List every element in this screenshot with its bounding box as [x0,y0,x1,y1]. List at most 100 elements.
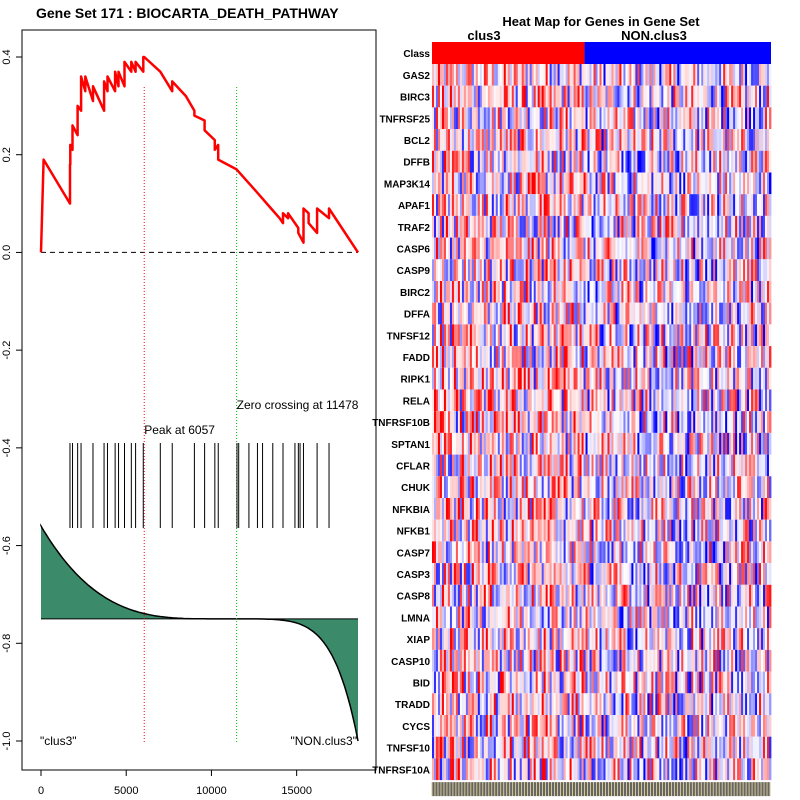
heatmap-cell [571,85,574,108]
heatmap-cell [539,389,543,412]
heatmap-cell [673,302,676,325]
heatmap-cell [535,606,539,629]
heatmap-cell [441,563,445,585]
heatmap-cell [655,649,658,672]
heatmap-cell [633,64,636,86]
heatmap-cell [621,649,624,672]
heatmap-cell [623,519,626,542]
heatmap-cell [579,346,582,368]
heatmap-cell [675,281,678,303]
heatmap-cell [657,563,660,585]
heatmap-cell [701,324,704,347]
heatmap-cell [765,215,768,238]
heatmap-cell [561,628,565,650]
heatmap-cell [531,606,535,629]
heatmap-cell [727,519,730,542]
heatmap-cell [631,237,634,260]
heatmap-cell [541,302,545,325]
heatmap-cell [755,172,758,195]
heatmap-cell [461,671,465,694]
heatmap-cell [591,649,594,672]
ranked-metric-area [40,523,359,742]
heatmap-cell [465,259,469,281]
heatmap-cell [443,498,447,520]
heatmap-cell [663,85,666,108]
heatmap-cell [439,259,443,281]
heatmap-cell [491,85,495,108]
heatmap-cell [529,324,533,347]
heatmap-cell [471,64,475,86]
heatmap-cell [737,649,740,672]
heatmap-cell [709,411,712,433]
heatmap-cell [465,172,469,195]
heatmap-cell [475,107,479,130]
heatmap-cell [761,215,764,238]
heatmap-cell [741,237,744,260]
heatmap-cell [617,454,620,477]
heatmap-cell [621,259,624,281]
heatmap-cell [611,498,614,520]
heatmap-cell [581,628,584,650]
heatmap-cell [693,649,696,672]
heatmap-cell [637,606,640,629]
heatmap-cell [689,64,692,86]
heatmap-cell [437,541,441,564]
heatmap-cell [517,454,521,477]
heatmap-cell [675,432,678,455]
heatmap-cell [439,215,443,238]
heatmap-cell [445,150,449,173]
heatmap-cell [611,215,614,238]
heatmap-cell [432,150,435,173]
heatmap-cell [635,259,638,281]
heatmap-cell [511,346,515,368]
heatmap-cell [495,194,499,216]
heatmap-cell [573,302,576,325]
heatmap-cell [641,346,644,368]
heatmap-cell [483,150,487,173]
heatmap-cell [521,563,525,585]
heatmap-cell [559,64,563,86]
heatmap-cell [593,476,596,498]
heatmap-cell [623,281,626,303]
heatmap-cell [651,628,654,650]
heatmap-cell [509,64,513,86]
heatmap-cell [647,454,650,477]
heatmap-cell [679,85,682,108]
heatmap-cell [577,606,580,629]
heatmap-cell [605,671,608,694]
heatmap-cell [637,107,640,130]
heatmap-cell [653,64,656,86]
heatmap-cell [437,237,441,260]
heatmap-cell [569,649,572,672]
heatmap-cell [669,389,672,412]
heatmap-cell [725,519,728,542]
heatmap-cell [693,64,696,86]
heatmap-cell [699,367,702,390]
heatmap-cell [761,302,764,325]
heatmap-cell [559,85,563,108]
heatmap-cell [479,302,483,325]
heatmap-cell [485,584,489,607]
heatmap-cell [465,671,469,694]
heatmap-cell [715,432,718,455]
heatmap-cell [527,411,531,433]
heatmap-cell [513,237,517,260]
heatmap-cell [693,150,696,173]
heatmap-cell [465,454,469,477]
heatmap-cell [679,389,682,412]
heatmap-cell [547,150,551,173]
heatmap-cell [677,129,680,151]
heatmap-cell [601,129,604,151]
heatmap-cell [455,107,459,130]
heatmap-cell [557,259,561,281]
heatmap-cell [635,107,638,130]
heatmap-cell [653,498,656,520]
heatmap-cell [565,346,568,368]
heatmap-cell [543,563,547,585]
heatmap-cell [451,324,455,347]
heatmap-cell [705,476,708,498]
heatmap-cell [683,367,686,390]
heatmap-cell [503,454,507,477]
heatmap-cell [495,172,499,195]
heatmap-cell [655,367,658,390]
